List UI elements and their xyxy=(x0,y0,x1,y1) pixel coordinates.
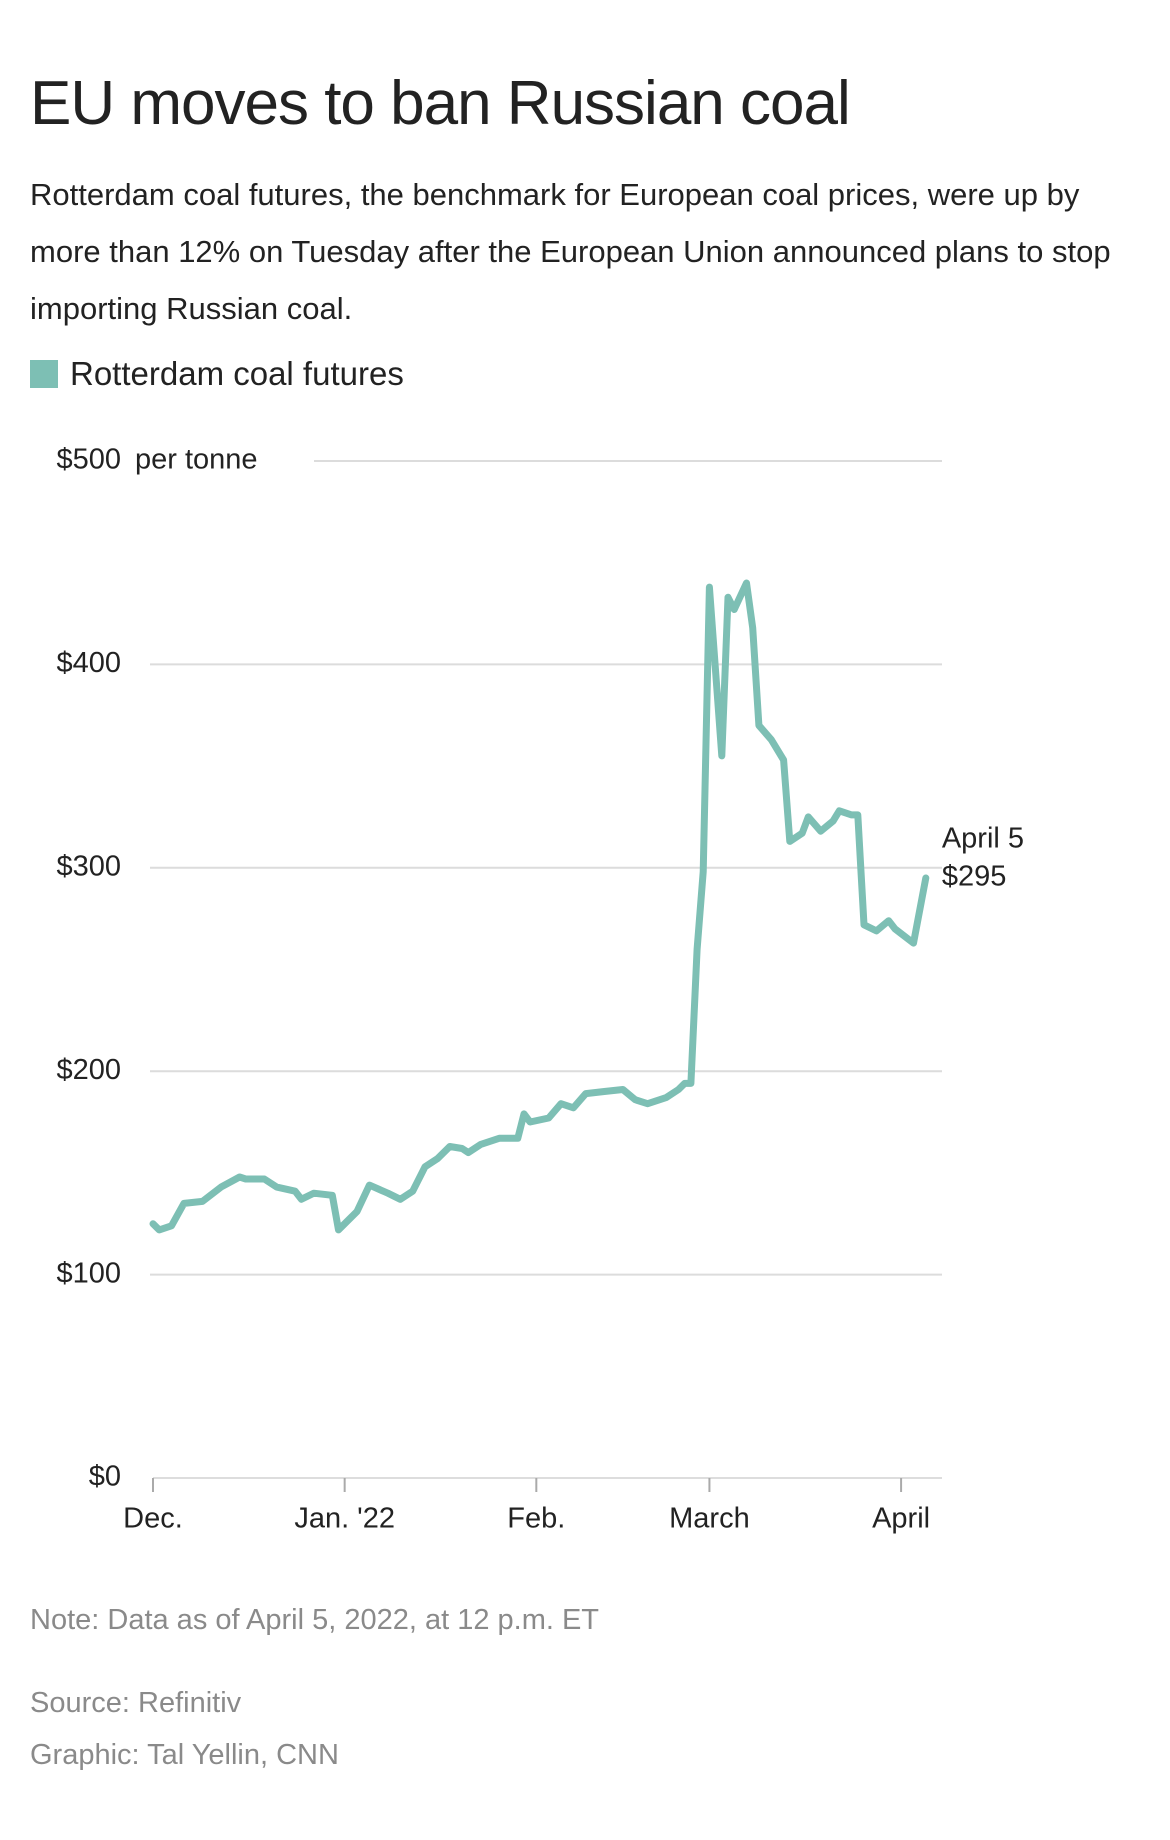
y-tick-label: $0 xyxy=(89,1461,121,1493)
x-tick-label: Dec. xyxy=(123,1503,183,1535)
y-tick-label: $400 xyxy=(56,647,121,679)
x-tick-label: Feb. xyxy=(507,1503,565,1535)
legend: Rotterdam coal futures xyxy=(30,355,404,393)
legend-swatch xyxy=(30,360,58,388)
chart-title: EU moves to ban Russian coal xyxy=(30,69,851,138)
y-tick-label: $100 xyxy=(56,1257,121,1289)
chart-subtitle: Rotterdam coal futures, the benchmark fo… xyxy=(30,177,1111,326)
source: Source: Refinitiv xyxy=(30,1687,242,1719)
y-tick-label: $200 xyxy=(56,1054,121,1086)
annotation-value: $295 xyxy=(942,861,1007,893)
annotation-date: April 5 xyxy=(942,823,1024,855)
x-tick-label: Jan. '22 xyxy=(294,1503,395,1535)
x-tick-label: April xyxy=(872,1503,930,1535)
line xyxy=(149,579,930,1234)
credit: Graphic: Tal Yellin, CNN xyxy=(30,1739,339,1771)
note: Note: Data as of April 5, 2022, at 12 p.… xyxy=(30,1604,600,1636)
legend-label: Rotterdam coal futures xyxy=(70,355,404,392)
y-tick-label: $500 xyxy=(56,444,121,476)
x-tick-label: March xyxy=(669,1503,750,1535)
y-tick-label: $300 xyxy=(56,850,121,882)
y-unit-label: per tonne xyxy=(135,444,258,476)
